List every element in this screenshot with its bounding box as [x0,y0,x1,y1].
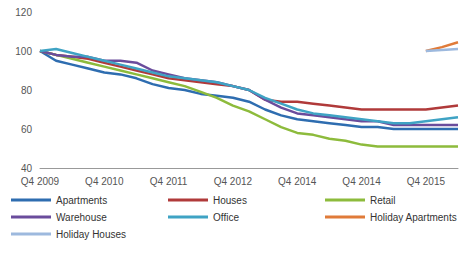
svg-text:Q4 2010: Q4 2010 [85,176,124,187]
svg-text:80: 80 [21,85,33,96]
svg-text:Q4 2012: Q4 2012 [214,176,253,187]
svg-text:Houses: Houses [213,195,247,206]
svg-text:Q4 2014: Q4 2014 [278,176,317,187]
svg-text:Q4 2011: Q4 2011 [150,176,188,187]
svg-text:Retail: Retail [370,195,396,206]
svg-text:120: 120 [15,7,32,18]
svg-text:100: 100 [15,46,32,57]
svg-text:Holiday Houses: Holiday Houses [56,229,126,240]
svg-text:Office: Office [213,212,239,223]
svg-text:60: 60 [21,124,33,135]
svg-text:Q4 2009: Q4 2009 [21,176,60,187]
svg-text:Warehouse: Warehouse [56,212,107,223]
svg-text:40: 40 [21,163,33,174]
svg-text:Holiday Apartments: Holiday Apartments [370,212,457,223]
svg-text:Q4 2014: Q4 2014 [342,176,381,187]
svg-text:Q4 2015: Q4 2015 [407,176,446,187]
svg-text:Apartments: Apartments [56,195,107,206]
